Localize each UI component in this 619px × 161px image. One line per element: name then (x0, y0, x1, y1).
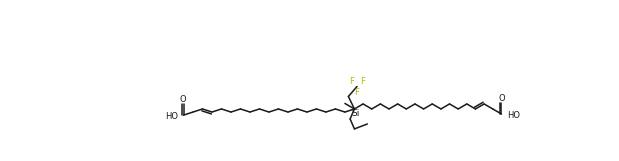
Text: O: O (498, 94, 504, 103)
Text: F: F (355, 88, 360, 97)
Text: Si: Si (352, 109, 360, 118)
Text: O: O (180, 95, 186, 104)
Text: HO: HO (165, 112, 178, 121)
Text: F: F (360, 77, 365, 86)
Text: F: F (349, 77, 354, 86)
Text: HO: HO (507, 111, 520, 120)
